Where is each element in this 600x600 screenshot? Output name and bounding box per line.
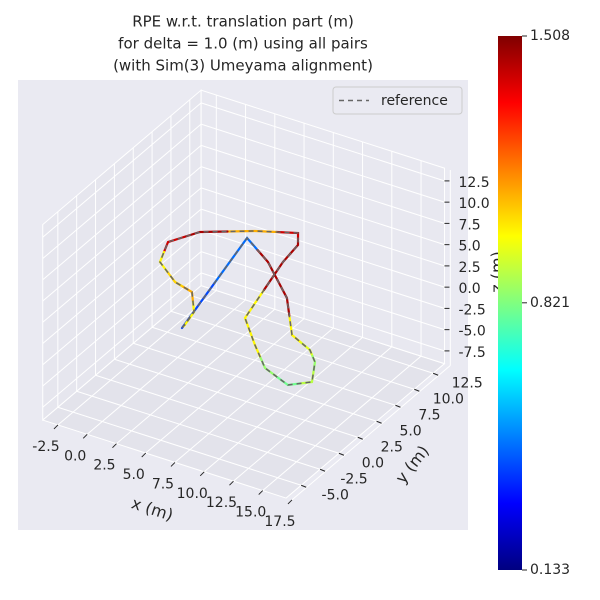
z-tick-label: 2.5 (458, 260, 480, 276)
grid-line (42, 123, 202, 259)
z-tick-label: 7.5 (458, 217, 480, 233)
grid-line (114, 358, 358, 438)
grid-line (200, 251, 445, 331)
tick-mark (112, 443, 117, 449)
z-tick-label: 5.0 (458, 239, 480, 255)
grid-line (200, 187, 445, 267)
y-tick-label: 10.0 (433, 391, 464, 407)
y-tick-label: -2.5 (340, 471, 367, 487)
grid-line (86, 299, 246, 435)
tick-mark (170, 462, 176, 467)
tick-mark (82, 433, 88, 439)
grid-line (42, 102, 202, 238)
tick-mark (141, 452, 147, 458)
x-tick-label: 0.0 (64, 448, 86, 464)
z-tick-label: -2.5 (458, 302, 485, 318)
tick-mark (301, 484, 307, 488)
grid-line (200, 208, 445, 288)
tick-mark (319, 468, 326, 472)
x-tick-label: 17.5 (264, 514, 295, 530)
grid-line (42, 166, 202, 302)
grid-line (133, 342, 377, 422)
legend-label: reference (381, 93, 448, 109)
grid-line (42, 208, 202, 344)
grid-line (189, 294, 434, 374)
tick-mark (53, 424, 59, 430)
tick-mark (432, 372, 439, 376)
grid-line (262, 355, 422, 491)
grid-line (203, 337, 363, 473)
y-tick-label: 0.0 (362, 455, 384, 471)
grid-line (42, 145, 202, 281)
grid-line (95, 374, 340, 454)
grid-line (200, 229, 445, 309)
chart-title: RPE w.r.t. translation part (m) (132, 13, 354, 31)
z-tick-label: -5.0 (458, 324, 485, 340)
tick-mark (229, 480, 234, 486)
y-tick-label: 12.5 (452, 375, 483, 391)
grid-line (42, 251, 202, 387)
grid-line (42, 272, 202, 408)
grid-line (200, 102, 445, 182)
grid-line (291, 365, 451, 501)
x-tick-label: 7.5 (152, 476, 174, 492)
tick-mark (287, 499, 293, 505)
tick-mark (357, 436, 363, 440)
x-tick-label: 5.0 (123, 467, 145, 483)
chart-title: (with Sim(3) Umeyama alignment) (113, 57, 373, 75)
colorbar (498, 36, 522, 570)
grid-line (174, 327, 334, 463)
colorbar-tick-label: 0.821 (530, 295, 570, 311)
grid-line (200, 123, 445, 203)
tick-mark (338, 452, 345, 456)
tick-mark (376, 420, 382, 424)
grid-line (170, 310, 415, 390)
tick-mark (199, 471, 205, 477)
grid-line (42, 230, 202, 366)
error-segment (166, 270, 185, 289)
error-segment (258, 355, 278, 378)
reference-line (159, 230, 316, 386)
grid-line (233, 346, 393, 482)
grid-line (116, 308, 276, 445)
grid-line (145, 318, 305, 454)
x-tick-label: 15.0 (235, 505, 266, 521)
grid-line (151, 326, 396, 406)
tick-mark (258, 490, 264, 495)
x-tick-label: 12.5 (206, 495, 237, 511)
colorbar-tick-label: 0.133 (530, 562, 570, 578)
grid-line (200, 272, 445, 352)
tick-mark (414, 388, 420, 392)
grid-line (42, 187, 202, 323)
grid-line (200, 144, 445, 224)
x-tick-label: 2.5 (93, 458, 115, 474)
y-tick-label: -5.0 (322, 487, 349, 503)
grid-line (76, 390, 321, 470)
plot-layer: -2.50.02.55.07.510.012.515.017.5-5.0-2.5… (32, 28, 570, 578)
z-tick-label: 0.0 (458, 281, 480, 297)
x-tick-label: 10.0 (177, 486, 208, 502)
z-tick-label: 12.5 (458, 175, 489, 191)
legend-box (332, 86, 463, 115)
z-tick-label: -7.5 (458, 345, 485, 361)
z-tick-label: 10.0 (458, 196, 489, 212)
y-tick-label: 2.5 (381, 439, 403, 455)
grid-line (200, 166, 445, 246)
grid-line (57, 290, 217, 426)
grid-line (57, 406, 302, 486)
chart-title: for delta = 1.0 (m) using all pairs (118, 35, 368, 53)
tick-mark (395, 404, 401, 408)
x-tick-label: -2.5 (32, 439, 59, 455)
colorbar-tick-label: 1.508 (530, 28, 570, 44)
y-tick-label: 7.5 (418, 407, 440, 423)
y-tick-label: 5.0 (399, 423, 421, 439)
